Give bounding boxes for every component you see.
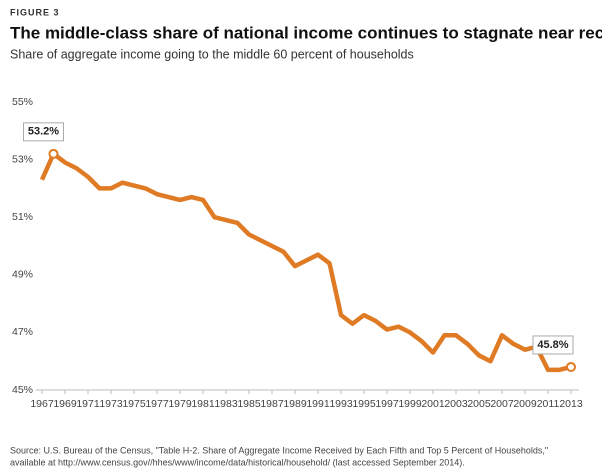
- x-tick-label: 1969: [53, 398, 77, 410]
- source-note: Source: U.S. Bureau of the Census, "Tabl…: [10, 445, 548, 455]
- y-tick-label: 45%: [12, 384, 33, 396]
- x-tick-label: 1989: [283, 398, 307, 410]
- chart-subtitle: Share of aggregate income going to the m…: [10, 47, 414, 61]
- y-tick-label: 51%: [12, 211, 33, 223]
- x-tick-label: 1971: [76, 398, 100, 410]
- x-tick-label: 2009: [513, 398, 537, 410]
- data-point: [48, 148, 59, 159]
- x-tick-label: 1995: [352, 398, 376, 410]
- value-label: 53.2%: [28, 126, 59, 138]
- x-tick-label: 1979: [168, 398, 192, 410]
- x-tick-label: 1983: [214, 398, 238, 410]
- x-tick-label: 1981: [191, 398, 215, 410]
- x-tick-label: 1991: [306, 398, 330, 410]
- data-point: [566, 361, 576, 372]
- data-line: [39, 151, 572, 373]
- y-tick-label: 53%: [12, 153, 33, 165]
- x-tick-label: 1977: [145, 398, 169, 410]
- value-label: 45.8%: [537, 339, 568, 351]
- figure-label: FIGURE 3: [10, 7, 60, 17]
- x-tick-label: 1999: [398, 398, 422, 410]
- x-tick-label: 2011: [537, 398, 560, 410]
- source-note: available at http://www.census.gov//hhes…: [10, 457, 465, 467]
- y-tick-label: 55%: [12, 96, 33, 108]
- x-tick-label: 2005: [467, 398, 491, 410]
- x-tick-label: 1993: [329, 398, 353, 410]
- value-label-box: [532, 335, 574, 355]
- y-tick-label: 49%: [12, 269, 33, 281]
- x-tick-label: 1997: [375, 398, 399, 410]
- x-tick-label: 1973: [99, 398, 123, 410]
- x-tick-label: 2007: [490, 398, 514, 410]
- x-tick-label: 2003: [444, 398, 468, 410]
- x-tick-label: 2001: [421, 398, 445, 410]
- y-tick-label: 47%: [12, 326, 33, 338]
- x-tick-label: 1967: [30, 398, 54, 410]
- chart-title: The middle-class share of national incom…: [10, 23, 602, 42]
- value-label-box: [23, 122, 64, 142]
- x-tick-label: 1985: [237, 398, 261, 410]
- x-tick-label: 1987: [260, 398, 284, 410]
- x-tick-label: 2013: [559, 398, 583, 410]
- x-tick-label: 1975: [122, 398, 146, 410]
